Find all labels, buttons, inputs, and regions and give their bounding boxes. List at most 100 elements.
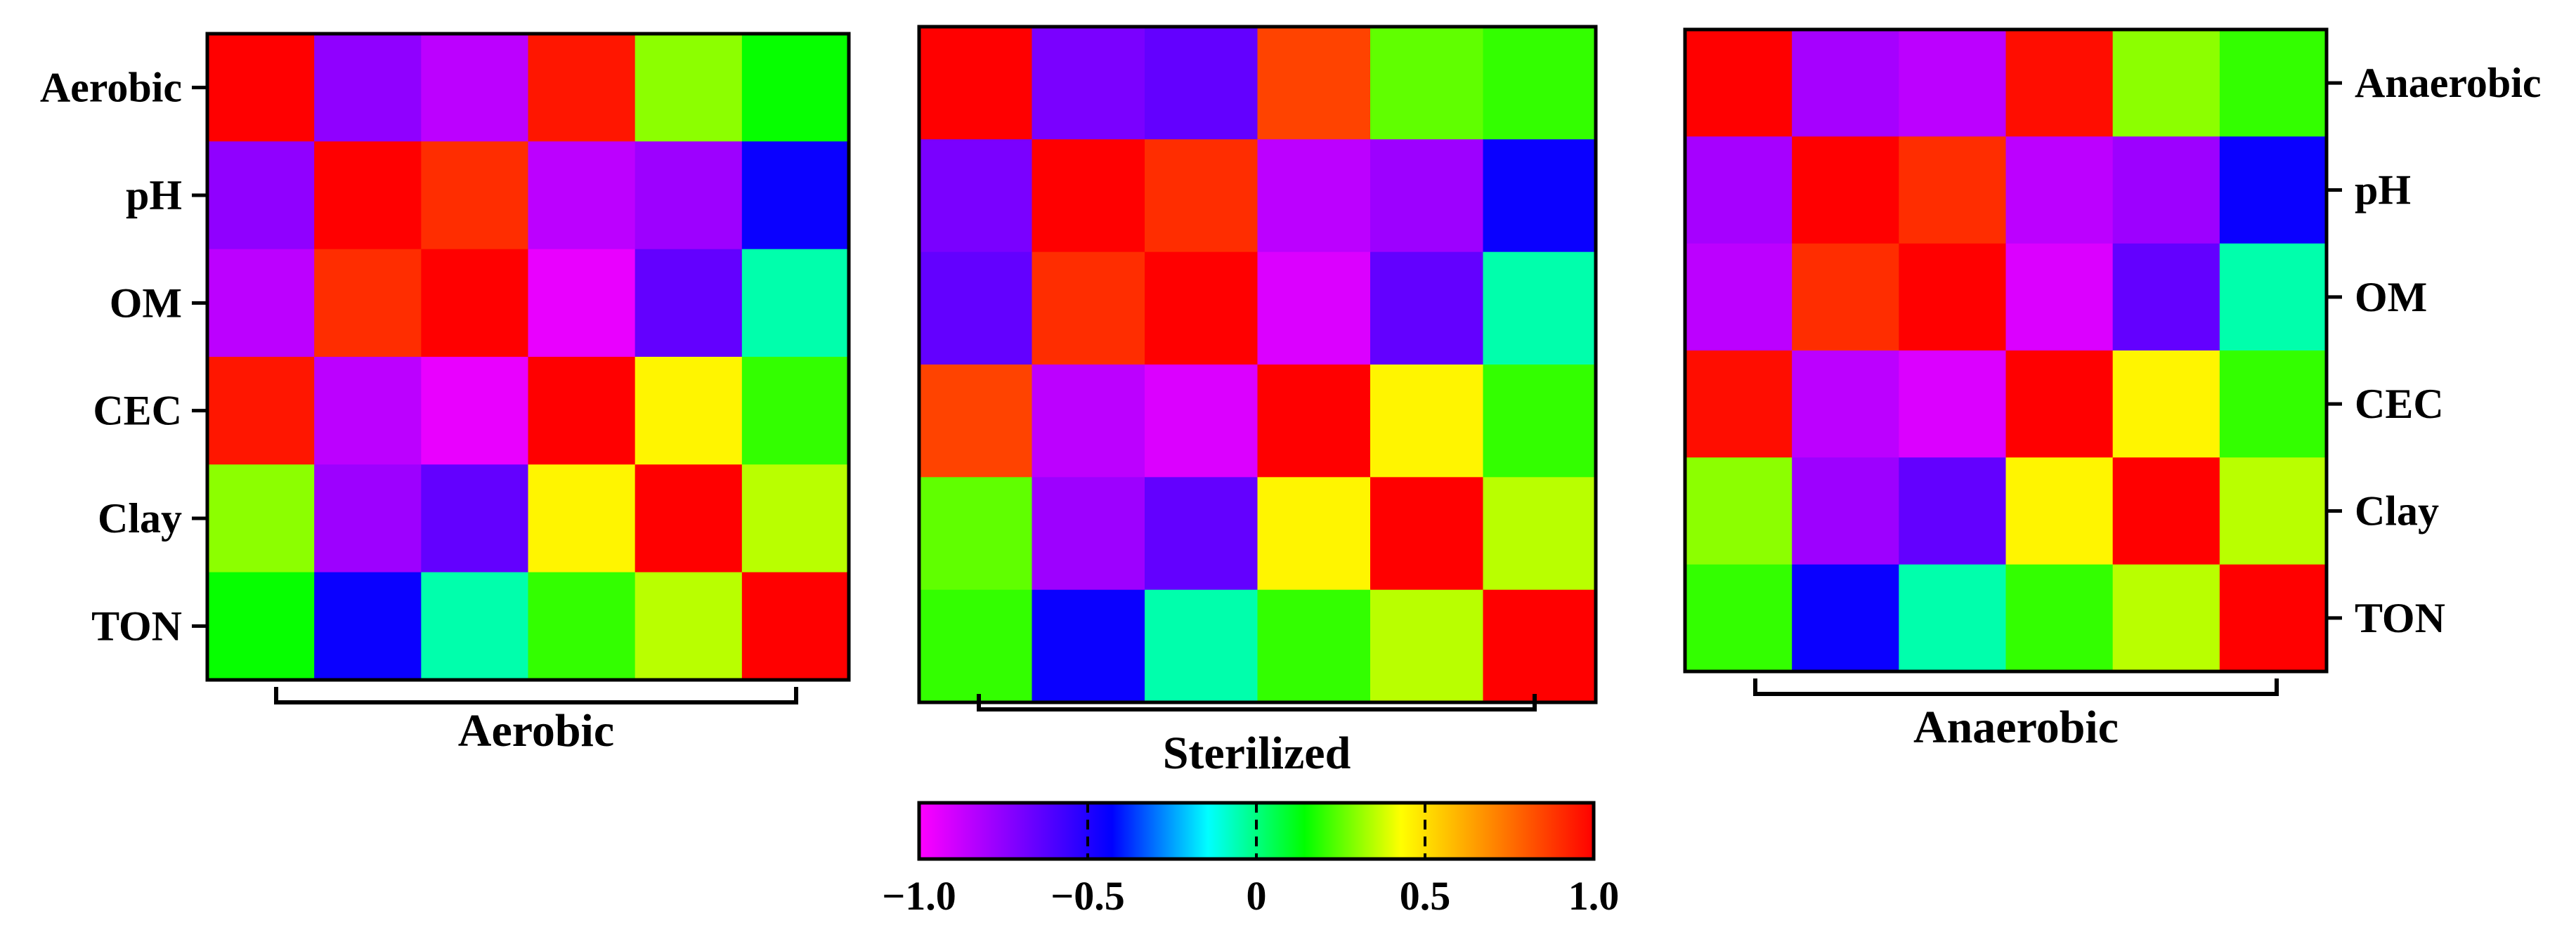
heatmap-cell (1685, 457, 1793, 565)
heatmap-cell (2112, 457, 2220, 565)
heatmap-cell (207, 357, 315, 465)
colorbar-tick-label: −0.5 (1050, 873, 1125, 919)
group-label: Aerobic (458, 705, 614, 756)
heatmap-cell (741, 34, 850, 142)
heatmap-cell (919, 589, 1033, 703)
heatmap-cell (2005, 564, 2114, 672)
heatmap-cell (2005, 243, 2114, 351)
colorbar-tick-label: 0.5 (1400, 873, 1451, 919)
row-label: CEC (2355, 381, 2444, 427)
heatmap-cell (1899, 350, 2007, 458)
heatmap-cell (1792, 564, 1899, 672)
heatmap-panel-aerobic: Aerobic pH OM CEC Clay TON Aerobic (40, 32, 851, 756)
heatmap-cell (1483, 27, 1596, 140)
heatmap-cell (741, 572, 850, 681)
heatmap-cell (528, 357, 636, 465)
heatmap-cell (2112, 243, 2220, 351)
heatmap-cell (2005, 350, 2114, 458)
row-label: TON (2355, 595, 2445, 641)
heatmap-panel-sterilized: Sterilized (917, 25, 1598, 779)
heatmap-cell (207, 34, 315, 142)
heatmap-cell (2219, 29, 2327, 137)
heatmap-cell (1032, 365, 1145, 478)
heatmap-cell (741, 249, 850, 358)
heatmap-cell (919, 139, 1033, 253)
heatmap-cell (421, 34, 529, 142)
heatmap-cell (1370, 589, 1484, 703)
heatmap-cell (528, 249, 636, 358)
row-label: OM (110, 280, 182, 326)
heatmap-cell (1032, 477, 1145, 591)
heatmap-cell (528, 141, 636, 250)
heatmap-cell (741, 357, 850, 465)
row-label: TON (91, 603, 182, 649)
heatmap-cell (919, 27, 1033, 140)
heatmap-frame (917, 25, 1598, 704)
heatmap-cell (1257, 477, 1371, 591)
heatmap-cell (1370, 139, 1484, 253)
row-label: Clay (98, 495, 182, 542)
heatmap-cell (1685, 136, 1793, 244)
heatmap-cell (919, 477, 1033, 591)
heatmap-cell (1032, 251, 1145, 365)
heatmap-cell (1370, 477, 1484, 591)
heatmap-cell (1792, 29, 1899, 137)
heatmap-cell (1483, 477, 1596, 591)
heatmap-cell (1899, 457, 2007, 565)
heatmap-cell (421, 464, 529, 573)
row-label: pH (126, 172, 182, 218)
heatmap-cell (1792, 136, 1899, 244)
heatmap-cell (635, 464, 743, 573)
heatmap-cell (1685, 350, 1793, 458)
heatmap-cell (314, 357, 422, 465)
heatmap-cell (1792, 243, 1899, 351)
heatmap-cell (1370, 365, 1484, 478)
heatmap-cell (741, 141, 850, 250)
heatmap-cell (1483, 251, 1596, 365)
group-bracket (1753, 678, 2279, 696)
row-label: CEC (93, 388, 182, 434)
heatmap-cell (1370, 251, 1484, 365)
heatmap-cell (1257, 139, 1371, 253)
heatmap-frame (1683, 27, 2329, 674)
colorbar-tick-label: 1.0 (1568, 873, 1620, 919)
heatmap-cell (1145, 477, 1258, 591)
heatmap-cell (1370, 27, 1484, 140)
heatmap-cell (1899, 243, 2007, 351)
heatmap-cell (421, 572, 529, 681)
heatmap-cell (207, 141, 315, 250)
heatmap-cell (421, 357, 529, 465)
heatmap-cell (528, 572, 636, 681)
group-bracket (274, 687, 798, 704)
heatmap-cell (635, 249, 743, 358)
heatmap-cell (1257, 27, 1371, 140)
heatmap-cell (1483, 365, 1596, 478)
heatmap-cell (314, 572, 422, 681)
heatmap-panel-anaerobic: Anaerobic pH OM CEC Clay TON Anaerobic (1683, 27, 2542, 753)
heatmap-cell (528, 464, 636, 573)
heatmap-cell (2219, 243, 2327, 351)
heatmap-cell (1257, 589, 1371, 703)
group-bracket (977, 694, 1537, 711)
row-label: Anaerobic (2355, 60, 2542, 106)
heatmap-cell (635, 357, 743, 465)
heatmap-cell (1032, 589, 1145, 703)
heatmap-cell (2005, 457, 2114, 565)
heatmap-cell (1032, 139, 1145, 253)
heatmap-cell (1257, 365, 1371, 478)
heatmap-cell (1685, 29, 1793, 137)
heatmap-cell (528, 34, 636, 142)
heatmap-cell (314, 249, 422, 358)
heatmap-cell (1685, 564, 1793, 672)
group-label: Sterilized (1163, 728, 1351, 779)
heatmap-cell (635, 141, 743, 250)
heatmap-cell (1899, 29, 2007, 137)
row-label: Aerobic (40, 65, 182, 111)
colorbar-tick-label: −1.0 (882, 873, 956, 919)
heatmap-cell (2112, 564, 2220, 672)
heatmap-cell (1145, 139, 1258, 253)
heatmap-cell (919, 251, 1033, 365)
row-label: pH (2355, 167, 2411, 214)
heatmap-cell (421, 249, 529, 358)
